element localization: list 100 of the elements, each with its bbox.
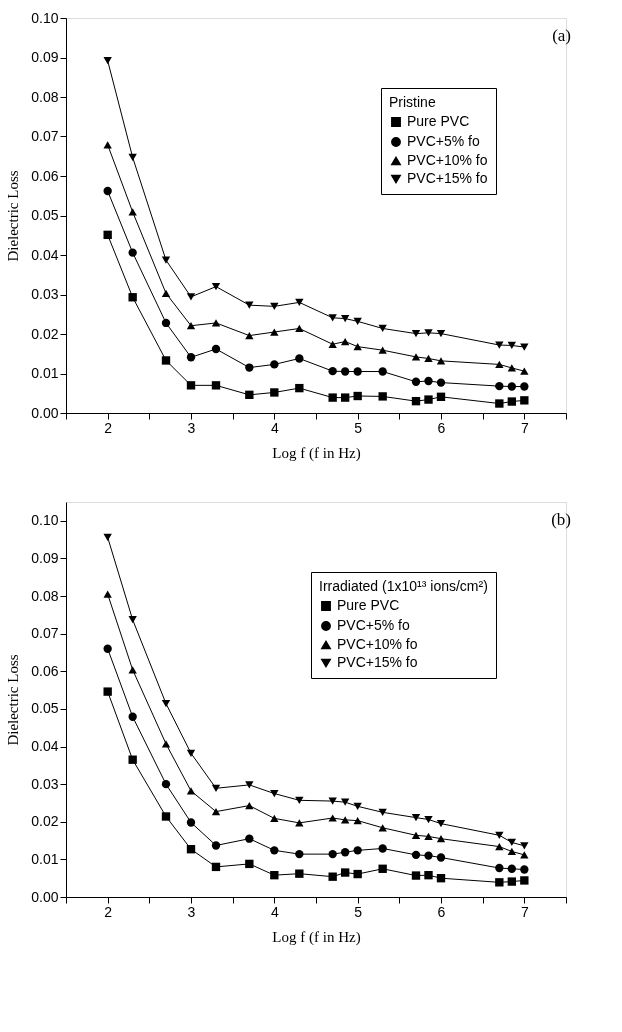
point — [378, 367, 387, 376]
point — [436, 835, 446, 843]
y-axis-title: Dielectric Loss — [5, 654, 22, 746]
y-tick-label: 0.09 — [31, 549, 59, 566]
point — [378, 864, 387, 873]
point — [295, 383, 304, 393]
point — [378, 824, 387, 832]
x-tick-label: 4 — [270, 419, 279, 436]
point — [103, 57, 112, 65]
annotation: (b) — [551, 510, 571, 529]
point — [161, 700, 171, 708]
x-tick-label: 2 — [104, 419, 113, 436]
point — [128, 208, 137, 216]
point — [411, 850, 421, 860]
point — [270, 871, 279, 880]
y-tick-label: 0.02 — [31, 813, 59, 830]
point — [245, 390, 254, 400]
point — [495, 878, 504, 887]
point — [103, 141, 112, 149]
y-tick-label: 0.07 — [31, 128, 59, 144]
point — [507, 397, 517, 406]
point — [353, 817, 362, 825]
y-tick-label: 0.05 — [31, 700, 59, 717]
legend-label: PVC+10% fo — [337, 636, 418, 652]
point — [328, 814, 337, 822]
point — [353, 343, 362, 351]
point — [411, 814, 421, 822]
point — [424, 832, 433, 841]
y-tick-label: 0.00 — [31, 404, 59, 421]
point — [495, 381, 504, 391]
point — [270, 789, 279, 798]
x-tick-label: 2 — [104, 903, 113, 920]
point — [424, 354, 433, 363]
point — [424, 851, 433, 860]
point — [340, 337, 350, 346]
point — [161, 356, 171, 365]
point — [328, 340, 337, 348]
point — [507, 864, 517, 873]
point — [211, 319, 221, 327]
point — [103, 687, 112, 696]
point — [495, 341, 504, 349]
point — [161, 812, 171, 821]
point — [520, 396, 529, 405]
x-tick-label: 4 — [270, 903, 279, 920]
point — [245, 363, 254, 372]
point — [424, 871, 433, 880]
point — [340, 393, 350, 402]
point — [128, 153, 137, 162]
point — [270, 814, 279, 822]
x-tick-label: 3 — [187, 419, 196, 436]
point — [128, 666, 137, 674]
point — [128, 616, 137, 624]
point — [186, 818, 196, 827]
point — [245, 781, 254, 789]
point — [295, 298, 304, 307]
point — [353, 391, 362, 401]
point — [211, 344, 221, 354]
point — [211, 862, 221, 872]
point — [328, 366, 337, 376]
point — [211, 282, 221, 291]
point — [495, 842, 504, 851]
point — [161, 779, 171, 789]
point — [378, 324, 387, 333]
point — [161, 740, 171, 748]
point — [424, 815, 433, 824]
point — [186, 353, 196, 362]
legend-label: PVC+10% fo — [407, 152, 488, 168]
legend-label: Pure PVC — [407, 113, 470, 129]
point — [411, 871, 421, 880]
y-tick-label: 0.01 — [31, 850, 59, 867]
point — [328, 314, 337, 322]
point — [328, 849, 337, 859]
point — [424, 329, 433, 337]
point — [245, 801, 254, 810]
point — [103, 230, 112, 240]
point — [161, 318, 171, 328]
legend-title: Irradiated (1x10¹³ ions/cm²) — [319, 578, 488, 594]
y-tick-label: 0.03 — [31, 775, 59, 792]
point — [270, 302, 279, 310]
point — [520, 842, 529, 850]
point — [295, 354, 304, 363]
point — [295, 869, 304, 878]
point — [128, 755, 137, 764]
point — [495, 863, 504, 873]
point — [507, 382, 517, 391]
y-tick-label: 0.07 — [31, 625, 59, 642]
y-tick-label: 0.03 — [31, 286, 59, 302]
point — [436, 874, 446, 883]
point — [211, 841, 221, 850]
point — [411, 396, 421, 406]
point — [103, 644, 112, 653]
point — [411, 353, 421, 361]
point — [295, 819, 304, 827]
point — [353, 869, 362, 879]
point — [340, 314, 350, 323]
point — [495, 831, 504, 839]
point — [378, 808, 387, 816]
point — [495, 399, 504, 408]
point — [378, 844, 387, 853]
point — [211, 807, 221, 816]
